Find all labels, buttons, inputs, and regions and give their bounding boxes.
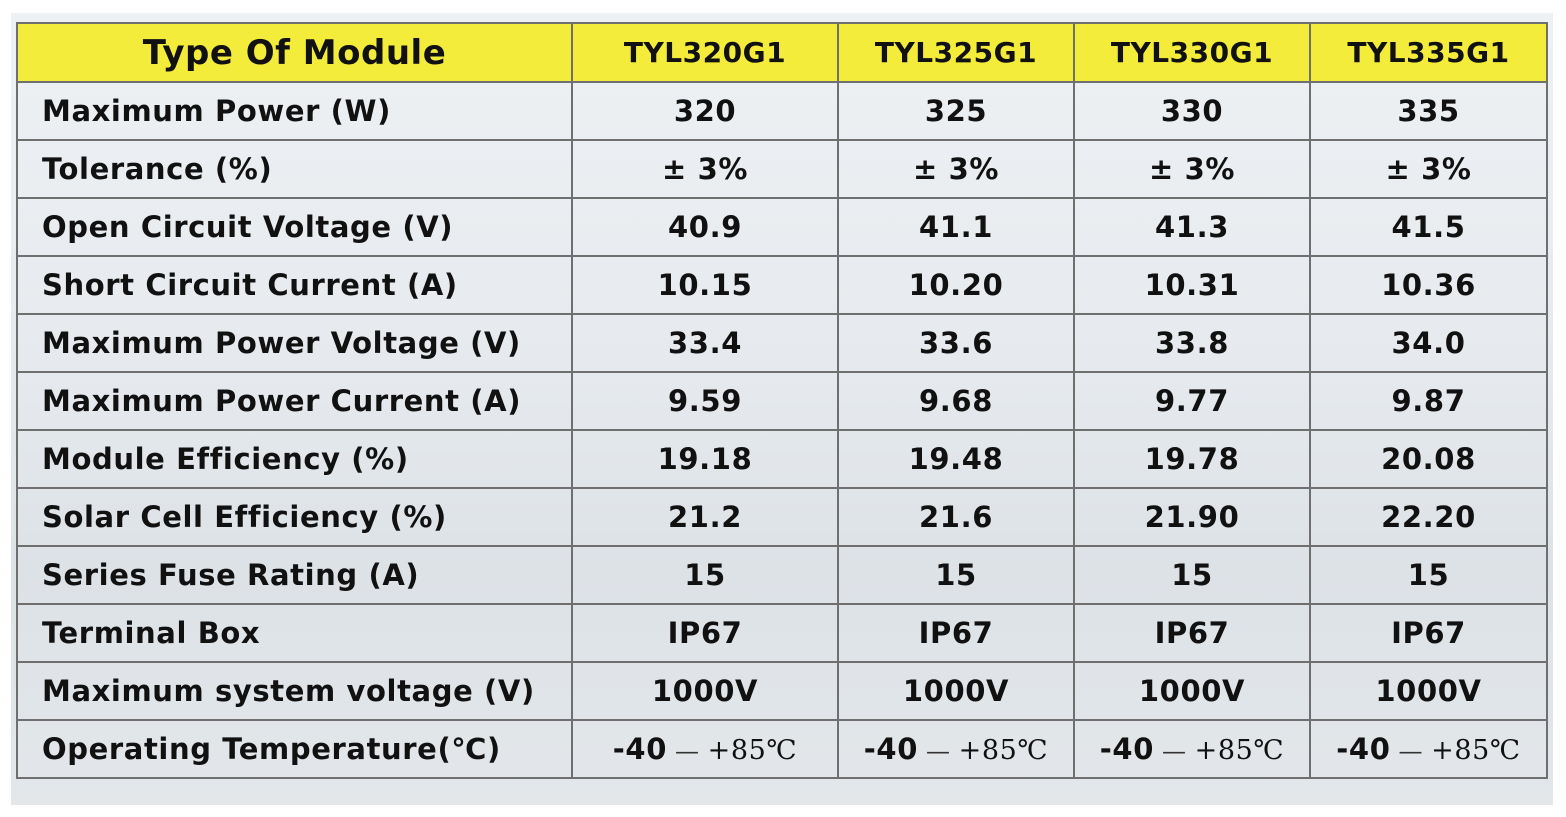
temperature-low: -40 — [863, 732, 918, 766]
temperature-low: -40 — [1099, 732, 1154, 766]
row-label: Operating Temperature(℃) — [16, 719, 573, 779]
cell-value: 335 — [1309, 81, 1548, 141]
cell-value: 10.31 — [1073, 255, 1311, 315]
cell-value: 325 — [837, 81, 1075, 141]
temperature-dash: — — [1162, 737, 1187, 765]
cell-value: 22.20 — [1309, 487, 1548, 547]
temperature-dash: — — [1398, 737, 1424, 765]
cell-value: 20.08 — [1309, 429, 1548, 489]
cell-value: 1000V — [1073, 661, 1311, 721]
temperature-high: +85℃ — [958, 735, 1049, 766]
temperature-cell: -40 — +85℃ — [1073, 719, 1311, 779]
cell-value: 1000V — [571, 661, 839, 721]
cell-value: ± 3% — [1073, 139, 1311, 199]
cell-value: IP67 — [571, 603, 839, 663]
cell-value: 40.9 — [571, 197, 839, 257]
temperature-high: +85℃ — [707, 735, 798, 766]
cell-value: 41.1 — [837, 197, 1075, 257]
cell-value: 10.36 — [1309, 255, 1548, 315]
table-row-tolerance: Tolerance (%) ± 3% ± 3% ± 3% ± 3% — [16, 139, 1548, 199]
cell-value: 19.18 — [571, 429, 839, 489]
header-model-3: TYL330G1 — [1073, 22, 1311, 83]
cell-value: IP67 — [837, 603, 1075, 663]
row-label: Maximum Power Current (A) — [16, 371, 573, 431]
cell-value: ± 3% — [571, 139, 839, 199]
cell-value: 320 — [571, 81, 839, 141]
row-label: Maximum Power (W) — [16, 81, 573, 141]
cell-value: 21.2 — [571, 487, 839, 547]
cell-value: 10.15 — [571, 255, 839, 315]
cell-value: 41.5 — [1309, 197, 1548, 257]
row-label: Tolerance (%) — [16, 139, 573, 199]
temperature-cell: -40 — +85℃ — [837, 719, 1075, 779]
temperature-cell: -40 — +85℃ — [571, 719, 839, 779]
table-row-series-fuse-rating: Series Fuse Rating (A) 15 15 15 15 — [16, 545, 1548, 605]
table-row-module-efficiency: Module Efficiency (%) 19.18 19.48 19.78 … — [16, 429, 1548, 489]
cell-value: 33.8 — [1073, 313, 1311, 373]
cell-value: 19.78 — [1073, 429, 1311, 489]
header-type-of-module: Type Of Module — [16, 22, 573, 83]
cell-value: 19.48 — [837, 429, 1075, 489]
cell-value: 15 — [571, 545, 839, 605]
cell-value: 15 — [1073, 545, 1311, 605]
cell-value: 1000V — [837, 661, 1075, 721]
temperature-low: -40 — [1336, 732, 1391, 766]
table-row-short-circuit-current: Short Circuit Current (A) 10.15 10.20 10… — [16, 255, 1548, 315]
row-label: Solar Cell Efficiency (%) — [16, 487, 573, 547]
table-row-maximum-power: Maximum Power (W) 320 325 330 335 — [16, 81, 1548, 141]
table-row-solar-cell-efficiency: Solar Cell Efficiency (%) 21.2 21.6 21.9… — [16, 487, 1548, 547]
row-label: Open Circuit Voltage (V) — [16, 197, 573, 257]
table-row-terminal-box: Terminal Box IP67 IP67 IP67 IP67 — [16, 603, 1548, 663]
header-model-4: TYL335G1 — [1309, 22, 1548, 83]
cell-value: ± 3% — [837, 139, 1075, 199]
table-row-operating-temperature: Operating Temperature(℃) -40— +85℃ -40— +8… — [16, 719, 1548, 779]
row-label: Short Circuit Current (A) — [16, 255, 573, 315]
cell-value: 9.77 — [1073, 371, 1311, 431]
temperature-low: -40 — [612, 732, 667, 766]
cell-value: 330 — [1073, 81, 1311, 141]
cell-value: 34.0 — [1309, 313, 1548, 373]
cell-value: 10.20 — [837, 255, 1075, 315]
cell-value: 41.3 — [1073, 197, 1311, 257]
cell-value: IP67 — [1309, 603, 1548, 663]
cell-value: 33.4 — [571, 313, 839, 373]
temperature-dash: — — [926, 737, 951, 765]
table-row-maximum-system-voltage: Maximum system voltage (V) 1000V 1000V 1… — [16, 661, 1548, 721]
table-row-maximum-power-current: Maximum Power Current (A) 9.59 9.68 9.77… — [16, 371, 1548, 431]
temperature-high: +85℃ — [1194, 735, 1285, 766]
cell-value: 21.6 — [837, 487, 1075, 547]
temperature-cell: -40— +85℃ — [1309, 719, 1548, 779]
cell-value: 15 — [1309, 545, 1548, 605]
row-label: Maximum system voltage (V) — [16, 661, 573, 721]
header-model-1: TYL320G1 — [571, 22, 839, 83]
table-row-open-circuit-voltage: Open Circuit Voltage (V) 40.9 41.1 41.3 … — [16, 197, 1548, 257]
cell-value: 15 — [837, 545, 1075, 605]
header-model-2: TYL325G1 — [837, 22, 1075, 83]
row-label: Terminal Box — [16, 603, 573, 663]
cell-value: 9.87 — [1309, 371, 1548, 431]
temperature-high: +85℃ — [1431, 735, 1521, 766]
row-label: Module Efficiency (%) — [16, 429, 573, 489]
temperature-dash: — — [675, 737, 700, 765]
table-row-maximum-power-voltage: Maximum Power Voltage (V) 33.4 33.6 33.8… — [16, 313, 1548, 373]
cell-value: 21.90 — [1073, 487, 1311, 547]
module-spec-table: Type Of Module TYL320G1 TYL325G1 TYL330G… — [16, 22, 1548, 779]
cell-value: 33.6 — [837, 313, 1075, 373]
cell-value: 1000V — [1309, 661, 1548, 721]
header-row: Type Of Module TYL320G1 TYL325G1 TYL330G… — [16, 22, 1548, 83]
cell-value: IP67 — [1073, 603, 1311, 663]
cell-value: ± 3% — [1309, 139, 1548, 199]
cell-value: 9.59 — [571, 371, 839, 431]
row-label: Maximum Power Voltage (V) — [16, 313, 573, 373]
cell-value: 9.68 — [837, 371, 1075, 431]
row-label: Series Fuse Rating (A) — [16, 545, 573, 605]
